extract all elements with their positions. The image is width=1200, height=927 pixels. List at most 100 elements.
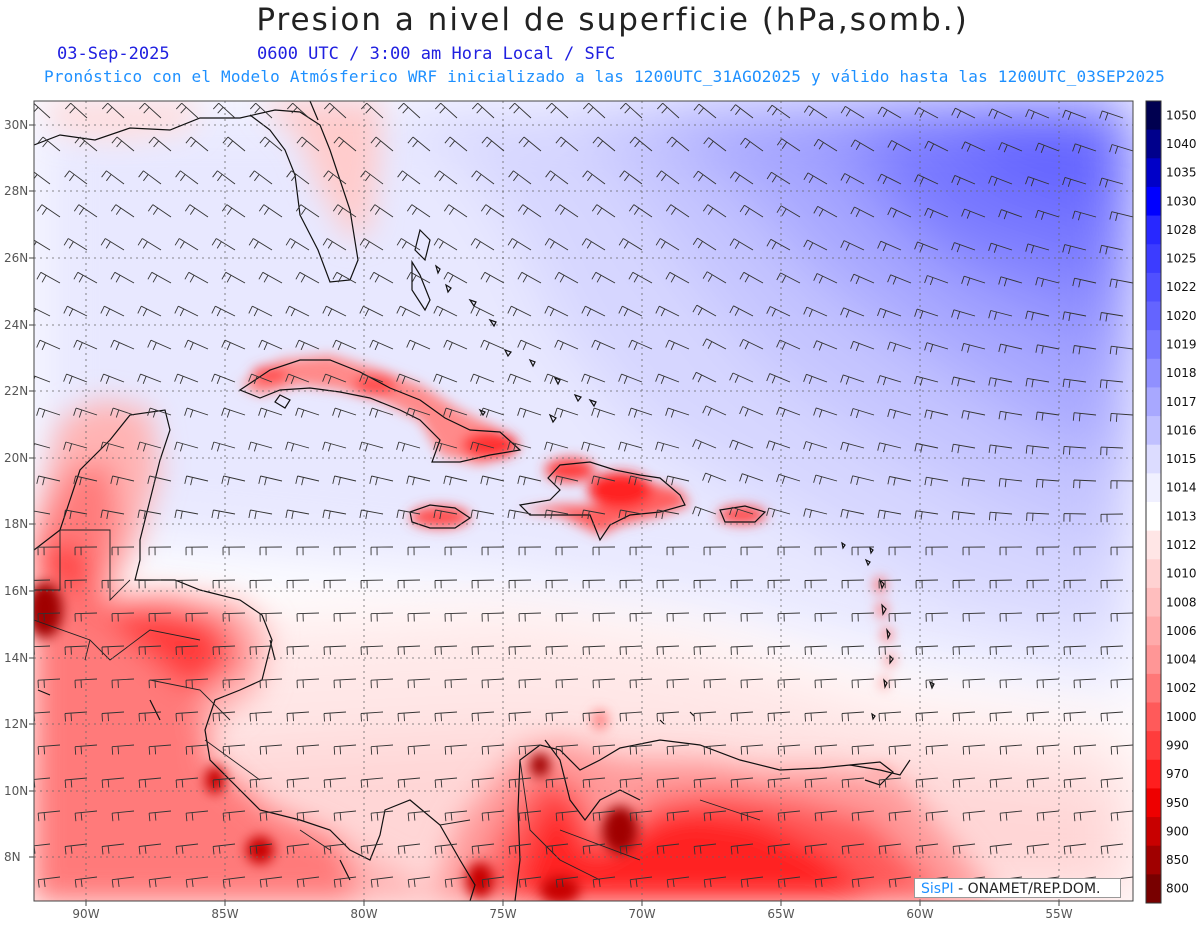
wind-barb — [887, 207, 912, 218]
wind-barb — [693, 170, 717, 185]
wind-barb — [480, 475, 505, 486]
wind-barb — [258, 204, 283, 218]
wind-barb — [729, 238, 754, 251]
wind-barb — [877, 375, 902, 386]
wind-barb — [554, 204, 579, 218]
wind-barb — [666, 678, 690, 689]
wind-barb — [618, 373, 643, 384]
wind-barb — [803, 441, 828, 452]
wind-barb — [64, 843, 88, 855]
wind-barb — [444, 744, 468, 755]
wind-barb — [148, 546, 172, 556]
wind-barb — [507, 441, 532, 452]
wind-barb — [619, 102, 643, 119]
wind-barb — [259, 810, 283, 822]
wind-barb — [1100, 513, 1124, 523]
colorbar-label: 1028 — [1166, 223, 1197, 237]
wind-barb — [665, 339, 690, 351]
colorbar-swatch — [1146, 215, 1161, 245]
lon-label: 55W — [1045, 907, 1072, 921]
wind-barb — [702, 338, 727, 350]
wind-barb — [508, 170, 532, 185]
wind-barb — [185, 810, 209, 822]
wind-barb — [434, 579, 458, 589]
wind-barb — [655, 305, 680, 317]
wind-barb — [655, 509, 680, 520]
wind-barb — [999, 546, 1023, 556]
wind-barb — [840, 374, 865, 385]
wind-barb — [369, 339, 394, 351]
wind-barb — [138, 102, 162, 119]
wind-barb — [370, 612, 394, 622]
colorbar-label: 1017 — [1166, 395, 1197, 409]
wind-barb — [111, 744, 135, 755]
wind-barb — [285, 441, 310, 452]
wind-barb — [285, 305, 310, 317]
wind-barb — [444, 136, 468, 152]
wind-barb — [777, 612, 801, 622]
wind-barb — [887, 274, 912, 285]
wind-barb — [592, 136, 616, 152]
wind-barb — [332, 204, 357, 218]
wind-barb — [591, 475, 616, 486]
wind-barb — [582, 777, 606, 789]
wind-barb — [619, 843, 643, 855]
lat-label: 28N — [4, 184, 28, 198]
wind-barb — [554, 339, 579, 351]
wind-barb — [656, 645, 680, 656]
wind-barb — [323, 777, 347, 789]
wind-barb — [333, 810, 357, 822]
wind-barb — [249, 711, 273, 722]
wind-barb — [961, 208, 986, 219]
wind-barb — [740, 876, 764, 888]
colorbar-swatch — [1146, 673, 1161, 703]
wind-barb — [989, 645, 1013, 656]
wind-barb — [1100, 711, 1124, 722]
wind-barb — [582, 170, 606, 185]
wind-barb — [323, 645, 347, 656]
wind-barb — [111, 612, 135, 622]
wind-barb — [518, 876, 542, 888]
wind-barb — [370, 546, 394, 556]
wind-barb — [322, 509, 347, 520]
wind-barb — [407, 612, 431, 622]
wind-barb — [814, 810, 838, 822]
wind-barb — [507, 373, 532, 384]
wind-barb — [444, 876, 468, 888]
wind-barb — [628, 339, 653, 351]
lon-label: 75W — [489, 907, 516, 921]
wind-barb — [1025, 176, 1050, 187]
wind-barb — [1062, 109, 1087, 120]
colorbar-label: 970 — [1166, 767, 1189, 781]
wind-barb — [999, 744, 1023, 755]
wind-barb — [767, 711, 791, 722]
wind-barb — [628, 271, 653, 284]
wind-barb — [1073, 744, 1097, 755]
wind-barb — [37, 810, 61, 822]
wind-barb — [433, 238, 458, 251]
wind-barb — [951, 443, 976, 454]
wind-barb — [221, 339, 246, 351]
wind-barb — [545, 711, 569, 722]
wind-barb — [406, 339, 431, 351]
wind-barb — [174, 509, 199, 520]
wind-barb — [137, 305, 162, 317]
wind-barb — [286, 843, 310, 855]
wind-barb — [507, 305, 532, 317]
wind-barb — [212, 102, 236, 119]
wind-barb — [915, 711, 939, 722]
wind-barb — [147, 339, 172, 351]
wind-barb — [1035, 411, 1060, 421]
wind-barb — [333, 546, 357, 556]
wind-barb — [407, 744, 431, 755]
wind-barb — [1062, 378, 1087, 388]
wind-barb — [37, 612, 61, 622]
wind-barb — [740, 612, 764, 622]
wind-barb — [407, 136, 431, 152]
wind-barb — [629, 612, 653, 622]
wind-barb — [1036, 478, 1060, 488]
wind-barb — [692, 439, 717, 450]
wind-barb — [924, 140, 949, 152]
wind-barb — [332, 407, 357, 418]
wind-barb — [1100, 777, 1124, 789]
